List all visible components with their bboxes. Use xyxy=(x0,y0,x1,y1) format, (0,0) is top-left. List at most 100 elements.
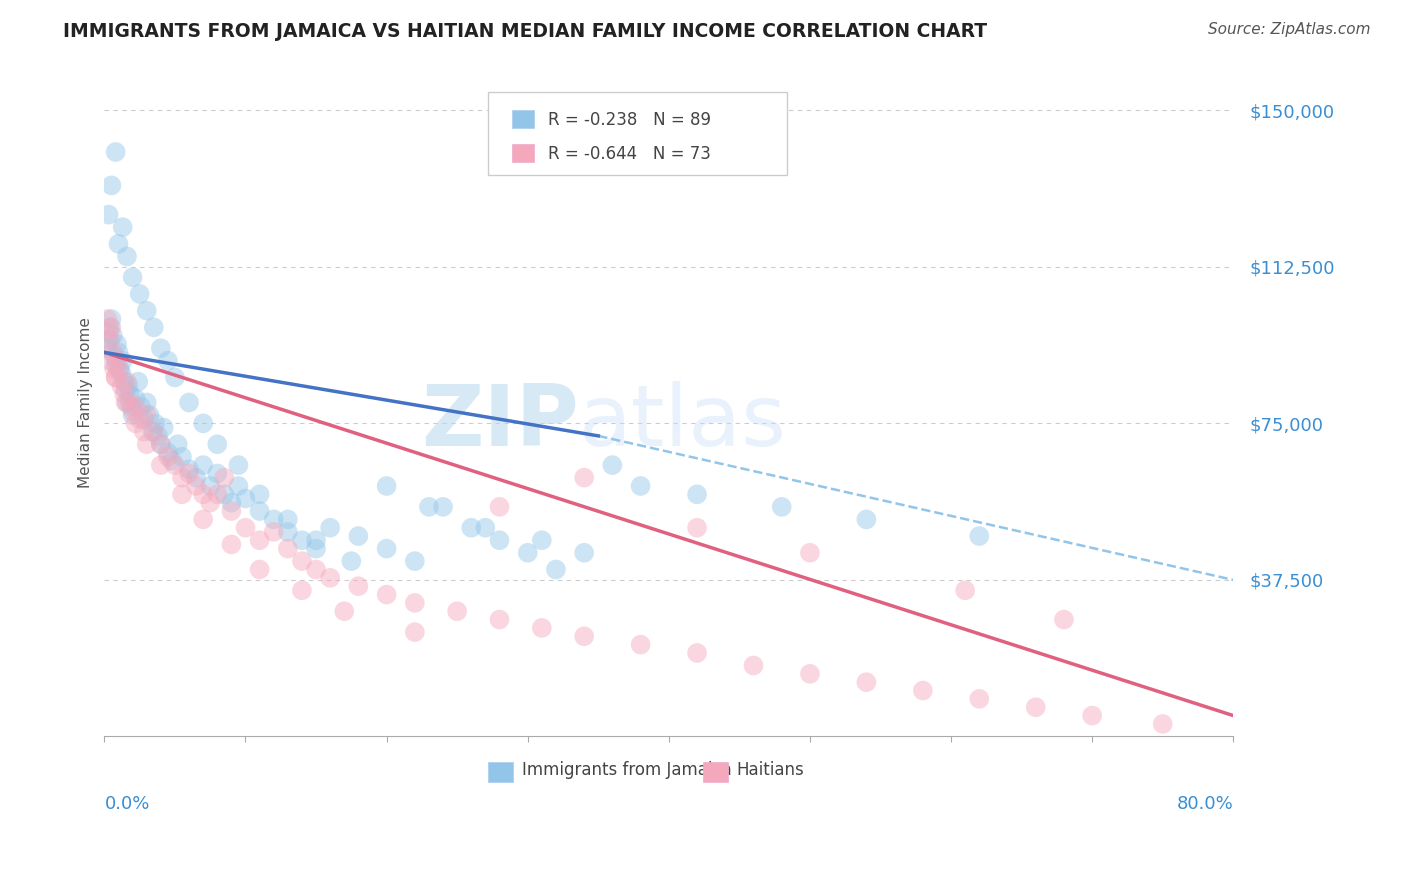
Point xyxy=(127,375,149,389)
Point xyxy=(104,370,127,384)
Point xyxy=(686,521,709,535)
Point xyxy=(207,467,229,481)
Point xyxy=(108,362,131,376)
Point xyxy=(120,400,142,414)
Point xyxy=(572,629,595,643)
Point xyxy=(184,479,207,493)
Point xyxy=(124,417,146,431)
Point xyxy=(630,479,652,493)
Point xyxy=(115,375,138,389)
Point xyxy=(117,379,139,393)
Point xyxy=(100,178,122,193)
Point xyxy=(340,554,363,568)
Point xyxy=(214,487,236,501)
Point xyxy=(177,467,200,481)
Point xyxy=(121,404,143,418)
Point xyxy=(115,395,138,409)
Point xyxy=(291,583,314,598)
Point xyxy=(305,541,328,556)
Point xyxy=(112,375,135,389)
Bar xyxy=(512,110,534,128)
Point xyxy=(135,437,157,451)
Point xyxy=(221,496,243,510)
Point xyxy=(177,395,200,409)
Point xyxy=(143,417,166,431)
Point xyxy=(110,366,132,380)
Point xyxy=(124,400,146,414)
Point xyxy=(107,362,129,376)
Point xyxy=(530,621,553,635)
Point xyxy=(235,521,257,535)
Text: Source: ZipAtlas.com: Source: ZipAtlas.com xyxy=(1208,22,1371,37)
Point xyxy=(184,470,207,484)
Point xyxy=(101,328,124,343)
Point xyxy=(953,583,976,598)
Point xyxy=(98,353,121,368)
Point xyxy=(474,521,496,535)
Point xyxy=(799,546,821,560)
Point xyxy=(96,312,118,326)
Point xyxy=(291,554,314,568)
Point xyxy=(277,524,299,539)
Point xyxy=(163,458,186,472)
Point xyxy=(404,596,426,610)
Point xyxy=(319,521,342,535)
Point xyxy=(221,504,243,518)
Point xyxy=(166,437,188,451)
Point xyxy=(214,470,236,484)
Point xyxy=(103,362,125,376)
Point xyxy=(111,220,134,235)
Point xyxy=(138,408,160,422)
Point xyxy=(291,533,314,548)
Point xyxy=(530,533,553,548)
Point xyxy=(149,437,172,451)
Point xyxy=(191,458,214,472)
Point xyxy=(375,588,398,602)
Point xyxy=(249,487,271,501)
Point xyxy=(1025,700,1047,714)
Point xyxy=(124,392,146,406)
Point xyxy=(263,524,285,539)
Point xyxy=(170,470,193,484)
Point xyxy=(277,541,299,556)
Point xyxy=(129,400,152,414)
Point xyxy=(142,320,165,334)
Text: ZIP: ZIP xyxy=(420,381,578,464)
Point xyxy=(249,562,271,576)
Point xyxy=(207,437,229,451)
Point xyxy=(221,537,243,551)
Point xyxy=(200,479,222,493)
Text: 80.0%: 80.0% xyxy=(1177,795,1233,813)
Point xyxy=(228,479,250,493)
Point xyxy=(141,425,163,439)
Point xyxy=(235,491,257,506)
Point xyxy=(135,408,157,422)
Text: atlas: atlas xyxy=(578,381,786,464)
Point xyxy=(97,325,120,339)
FancyBboxPatch shape xyxy=(488,92,787,176)
Point xyxy=(200,496,222,510)
Point xyxy=(100,320,122,334)
Point xyxy=(107,345,129,359)
Point xyxy=(277,512,299,526)
Point xyxy=(1152,717,1174,731)
Point xyxy=(191,417,214,431)
Point xyxy=(432,500,454,514)
Point xyxy=(112,387,135,401)
Point xyxy=(96,341,118,355)
Point xyxy=(103,350,125,364)
Point xyxy=(149,437,172,451)
Point xyxy=(114,383,136,397)
Point xyxy=(170,450,193,464)
Point xyxy=(107,236,129,251)
Point xyxy=(100,312,122,326)
Point xyxy=(249,533,271,548)
Point xyxy=(460,521,482,535)
Point xyxy=(347,529,370,543)
Text: IMMIGRANTS FROM JAMAICA VS HAITIAN MEDIAN FAMILY INCOME CORRELATION CHART: IMMIGRANTS FROM JAMAICA VS HAITIAN MEDIA… xyxy=(63,22,987,41)
Point xyxy=(319,571,342,585)
Point xyxy=(347,579,370,593)
Point xyxy=(191,487,214,501)
Bar xyxy=(703,762,727,782)
Point xyxy=(98,333,121,347)
